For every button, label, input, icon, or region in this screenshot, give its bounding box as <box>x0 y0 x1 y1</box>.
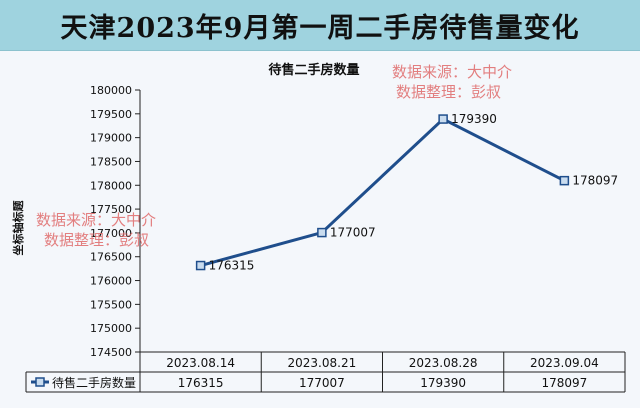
x-category-label: 2023.08.14 <box>166 356 235 370</box>
table-value: 176315 <box>178 376 224 390</box>
watermark-top: 数据来源：大中介 数据整理：彭叔 <box>392 62 512 102</box>
x-category-label: 2023.08.21 <box>288 356 357 370</box>
y-tick-label: 178000 <box>90 179 132 192</box>
table-value: 178097 <box>541 376 587 390</box>
data-point <box>438 114 448 124</box>
watermark-left-line1: 数据来源：大中介 <box>36 211 157 229</box>
y-tick-label: 178500 <box>90 155 132 168</box>
data-label: 176315 <box>209 259 255 273</box>
watermark-left: 数据来源：大中介 数据整理：彭叔 <box>36 210 156 250</box>
watermark-top-line2: 数据整理：彭叔 <box>396 83 502 101</box>
watermark-top-line1: 数据来源：大中介 <box>392 63 513 81</box>
y-tick-label: 175500 <box>90 298 132 311</box>
title-bar: 天津2023年9月第一周二手房待售量变化 <box>0 0 640 51</box>
data-point <box>559 175 570 186</box>
y-tick-label: 175000 <box>90 322 132 335</box>
legend-series-name: 待售二手房数量 <box>52 375 136 390</box>
y-tick-label: 179000 <box>90 132 132 145</box>
table-value: 179390 <box>420 376 466 390</box>
y-tick-label: 179500 <box>90 108 132 121</box>
watermark-left-line2: 数据整理：彭叔 <box>44 231 150 249</box>
y-tick-label: 180000 <box>90 84 132 97</box>
y-tick-label: 174500 <box>90 346 132 359</box>
y-axis-title: 坐标轴标题 <box>11 200 25 256</box>
series-group: 176315 177007 179390 178097 <box>195 112 618 273</box>
data-table: 2023.08.14 2023.08.21 2023.08.28 2023.09.04… <box>25 351 626 393</box>
x-category-label: 2023.09.04 <box>530 356 599 370</box>
legend-marker-icon <box>35 377 45 387</box>
chart-title: 待售二手房数量 <box>267 62 359 78</box>
table-value: 177007 <box>299 376 345 390</box>
data-label: 179390 <box>451 112 497 126</box>
y-tick-label: 177500 <box>90 203 132 216</box>
x-category-label: 2023.08.28 <box>409 356 478 370</box>
series-line <box>200 117 566 267</box>
data-point <box>317 227 327 238</box>
data-point <box>195 260 206 271</box>
page-title: 天津2023年9月第一周二手房待售量变化 <box>60 12 580 44</box>
data-label: 178097 <box>572 174 618 188</box>
y-tick-label: 176500 <box>90 251 132 264</box>
y-tick-label: 177000 <box>90 227 132 240</box>
y-tick-label: 176000 <box>90 275 132 288</box>
data-label: 177007 <box>330 226 376 240</box>
y-axis-ticks: 174500 175000 175500 176000 176500 177000 1775… <box>90 84 140 359</box>
